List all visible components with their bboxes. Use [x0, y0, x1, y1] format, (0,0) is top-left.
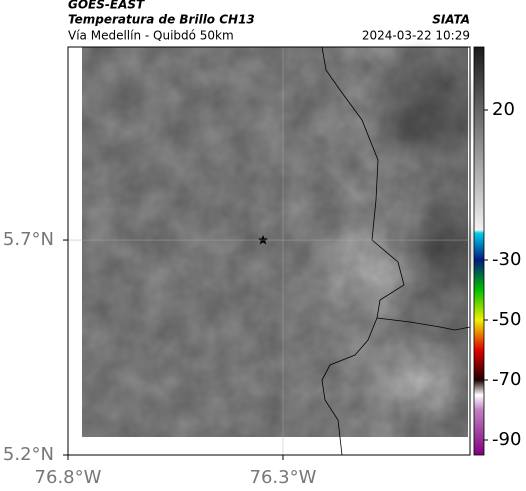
region: Vía Medellín - Quibdó 50km [68, 29, 234, 43]
satellite-image [82, 40, 480, 437]
timestamp: 2024-03-22 10:29 [362, 29, 470, 43]
colorbar: 20 -30 -50 -70 -90 [473, 46, 521, 456]
x-tick-label: 76.3°W [250, 467, 317, 488]
colorbar-tick-label: -30 [492, 249, 521, 270]
boundary-line [321, 46, 471, 456]
source: SIATA [432, 13, 470, 27]
colorbar-fill [473, 46, 485, 456]
map-frame [67, 46, 471, 456]
y-tick-label: 5.7°N [3, 229, 54, 250]
colorbar-tick-label: 20 [492, 99, 515, 120]
x-tick-label: 76.8°W [35, 467, 102, 488]
title: GOES-EAST [68, 0, 145, 12]
colorbar-tick-label: -90 [492, 429, 521, 450]
subtitle: Temperatura de Brillo CH13 [68, 13, 255, 27]
y-tick-label: 5.2°N [3, 444, 54, 465]
colorbar-tick-label: -70 [492, 369, 521, 390]
colorbar-tick-label: -50 [492, 309, 521, 330]
